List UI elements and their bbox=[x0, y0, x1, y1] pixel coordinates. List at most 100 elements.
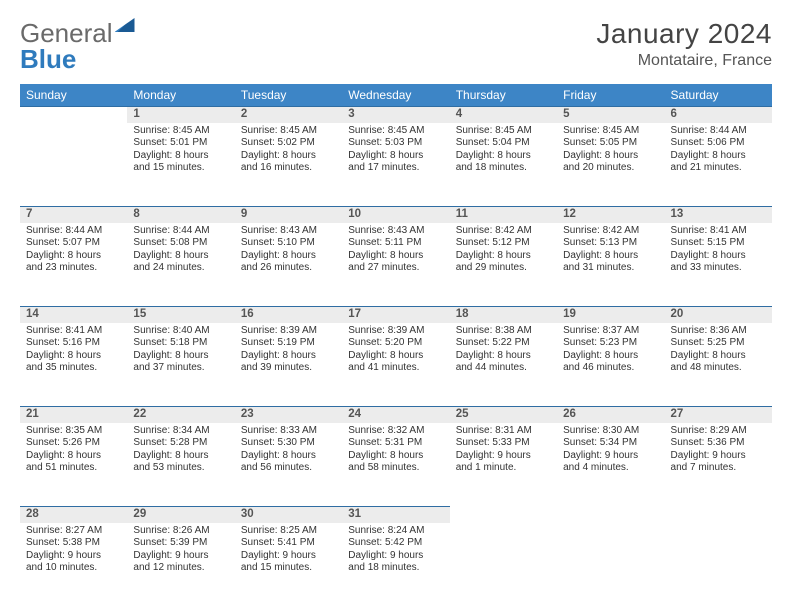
weekday-header: Monday bbox=[127, 84, 234, 107]
sunset-text: Sunset: 5:42 PM bbox=[348, 537, 443, 550]
day-number: 12 bbox=[557, 207, 664, 223]
location-label: Montataire, France bbox=[596, 52, 772, 70]
empty-cell bbox=[20, 107, 127, 123]
daylight-text-2: and 10 minutes. bbox=[26, 562, 121, 575]
day-number: 3 bbox=[342, 107, 449, 123]
day-number: 29 bbox=[127, 507, 234, 523]
daybody-row: Sunrise: 8:27 AMSunset: 5:38 PM Daylight:… bbox=[20, 523, 772, 607]
sunset-text: Sunset: 5:10 PM bbox=[241, 237, 336, 250]
sunrise-text: Sunrise: 8:43 AM bbox=[241, 225, 336, 238]
sunrise-text: Sunrise: 8:36 AM bbox=[671, 325, 766, 338]
sunrise-text: Sunrise: 8:26 AM bbox=[133, 525, 228, 538]
day-number: 28 bbox=[20, 507, 127, 523]
sunset-text: Sunset: 5:12 PM bbox=[456, 237, 551, 250]
day-number: 1 bbox=[127, 107, 234, 123]
day-cell: Sunrise: 8:25 AMSunset: 5:41 PMDaylight:… bbox=[235, 523, 342, 607]
sunset-text: Sunset: 5:02 PM bbox=[241, 137, 336, 150]
daylight-text-2: and 56 minutes. bbox=[241, 462, 336, 475]
sunrise-text: Sunrise: 8:43 AM bbox=[348, 225, 443, 238]
sunset-text: Sunset: 5:22 PM bbox=[456, 337, 551, 350]
daylight-text-1: Daylight: 8 hours bbox=[563, 350, 658, 363]
daybody-row: Sunrise: 8:35 AMSunset: 5:26 PMDaylight:… bbox=[20, 423, 772, 507]
daylight-text-2: and 51 minutes. bbox=[26, 462, 121, 475]
day-cell: Sunrise: 8:36 AMSunset: 5:25 PMDaylight:… bbox=[665, 323, 772, 407]
sunset-text: Sunset: 5:04 PM bbox=[456, 137, 551, 150]
daylight-text-1: Daylight: 8 hours bbox=[563, 150, 658, 163]
day-number: 6 bbox=[665, 107, 772, 123]
day-cell: Sunrise: 8:39 AMSunset: 5:19 PMDaylight:… bbox=[235, 323, 342, 407]
sunrise-text: Sunrise: 8:29 AM bbox=[671, 425, 766, 438]
sunset-text: Sunset: 5:25 PM bbox=[671, 337, 766, 350]
day-number: 13 bbox=[665, 207, 772, 223]
day-number: 26 bbox=[557, 407, 664, 423]
page-header: General January 2024 Montataire, France bbox=[20, 18, 772, 70]
day-cell: Sunrise: 8:35 AMSunset: 5:26 PMDaylight:… bbox=[20, 423, 127, 507]
day-cell: Sunrise: 8:27 AMSunset: 5:38 PMDaylight:… bbox=[20, 523, 127, 607]
weekday-header-row: SundayMondayTuesdayWednesdayThursdayFrid… bbox=[20, 84, 772, 107]
daylight-text-2: and 17 minutes. bbox=[348, 162, 443, 175]
daylight-text-2: and 7 minutes. bbox=[671, 462, 766, 475]
empty-cell bbox=[557, 507, 664, 523]
sunset-text: Sunset: 5:19 PM bbox=[241, 337, 336, 350]
sunrise-text: Sunrise: 8:39 AM bbox=[348, 325, 443, 338]
daylight-text-1: Daylight: 9 hours bbox=[671, 450, 766, 463]
empty-cell bbox=[665, 507, 772, 523]
empty-cell bbox=[665, 523, 772, 607]
daylight-text-2: and 35 minutes. bbox=[26, 362, 121, 375]
day-cell: Sunrise: 8:30 AMSunset: 5:34 PMDaylight:… bbox=[557, 423, 664, 507]
weekday-header: Sunday bbox=[20, 84, 127, 107]
daylight-text-1: Daylight: 9 hours bbox=[348, 550, 443, 563]
day-number: 4 bbox=[450, 107, 557, 123]
daylight-text-1: Daylight: 8 hours bbox=[26, 250, 121, 263]
day-number: 17 bbox=[342, 307, 449, 323]
calendar-head: SundayMondayTuesdayWednesdayThursdayFrid… bbox=[20, 84, 772, 107]
daylight-text-2: and 16 minutes. bbox=[241, 162, 336, 175]
daylight-text-1: Daylight: 8 hours bbox=[133, 150, 228, 163]
day-cell: Sunrise: 8:43 AMSunset: 5:10 PMDaylight:… bbox=[235, 223, 342, 307]
day-number: 9 bbox=[235, 207, 342, 223]
daylight-text-2: and 31 minutes. bbox=[563, 262, 658, 275]
weekday-header: Tuesday bbox=[235, 84, 342, 107]
day-cell: Sunrise: 8:26 AMSunset: 5:39 PMDaylight:… bbox=[127, 523, 234, 607]
day-number: 5 bbox=[557, 107, 664, 123]
day-cell: Sunrise: 8:42 AMSunset: 5:13 PMDaylight:… bbox=[557, 223, 664, 307]
day-cell: Sunrise: 8:33 AMSunset: 5:30 PMDaylight:… bbox=[235, 423, 342, 507]
daynum-row: 14151617181920 bbox=[20, 307, 772, 323]
sunrise-text: Sunrise: 8:37 AM bbox=[563, 325, 658, 338]
empty-cell bbox=[20, 123, 127, 207]
sunrise-text: Sunrise: 8:42 AM bbox=[456, 225, 551, 238]
sunset-text: Sunset: 5:33 PM bbox=[456, 437, 551, 450]
sunset-text: Sunset: 5:39 PM bbox=[133, 537, 228, 550]
sunrise-text: Sunrise: 8:24 AM bbox=[348, 525, 443, 538]
daylight-text-1: Daylight: 8 hours bbox=[671, 150, 766, 163]
sunset-text: Sunset: 5:05 PM bbox=[563, 137, 658, 150]
sunrise-text: Sunrise: 8:44 AM bbox=[133, 225, 228, 238]
day-cell: Sunrise: 8:45 AMSunset: 5:03 PMDaylight:… bbox=[342, 123, 449, 207]
day-cell: Sunrise: 8:41 AMSunset: 5:16 PMDaylight:… bbox=[20, 323, 127, 407]
day-cell: Sunrise: 8:45 AMSunset: 5:01 PMDaylight:… bbox=[127, 123, 234, 207]
day-cell: Sunrise: 8:45 AMSunset: 5:05 PMDaylight:… bbox=[557, 123, 664, 207]
sunset-text: Sunset: 5:38 PM bbox=[26, 537, 121, 550]
empty-cell bbox=[557, 523, 664, 607]
daylight-text-2: and 1 minute. bbox=[456, 462, 551, 475]
day-number: 30 bbox=[235, 507, 342, 523]
day-number: 14 bbox=[20, 307, 127, 323]
day-number: 2 bbox=[235, 107, 342, 123]
daylight-text-2: and 53 minutes. bbox=[133, 462, 228, 475]
day-number: 8 bbox=[127, 207, 234, 223]
sunrise-text: Sunrise: 8:27 AM bbox=[26, 525, 121, 538]
weekday-header: Saturday bbox=[665, 84, 772, 107]
daylight-text-1: Daylight: 9 hours bbox=[456, 450, 551, 463]
daylight-text-1: Daylight: 8 hours bbox=[348, 450, 443, 463]
daylight-text-2: and 27 minutes. bbox=[348, 262, 443, 275]
sunset-text: Sunset: 5:06 PM bbox=[671, 137, 766, 150]
day-cell: Sunrise: 8:44 AMSunset: 5:08 PMDaylight:… bbox=[127, 223, 234, 307]
day-number: 22 bbox=[127, 407, 234, 423]
daylight-text-1: Daylight: 8 hours bbox=[348, 350, 443, 363]
day-number: 23 bbox=[235, 407, 342, 423]
sunrise-text: Sunrise: 8:35 AM bbox=[26, 425, 121, 438]
day-number: 16 bbox=[235, 307, 342, 323]
sunrise-text: Sunrise: 8:34 AM bbox=[133, 425, 228, 438]
daylight-text-1: Daylight: 8 hours bbox=[348, 150, 443, 163]
day-cell: Sunrise: 8:34 AMSunset: 5:28 PMDaylight:… bbox=[127, 423, 234, 507]
